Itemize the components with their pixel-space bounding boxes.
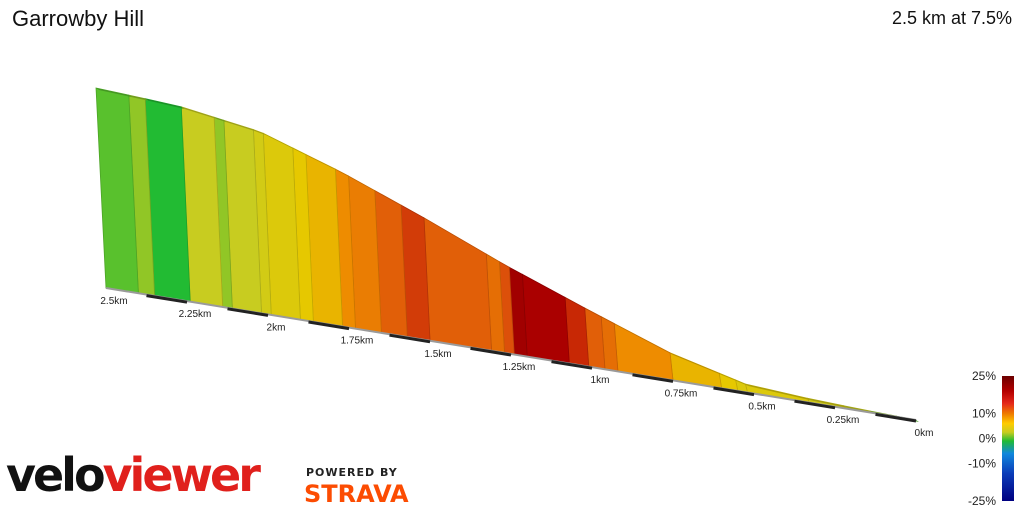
axis-band [713, 386, 755, 397]
segment-top-surface [745, 383, 811, 401]
veloviewer-logo: veloviewer [6, 452, 261, 498]
axis-band [470, 346, 512, 357]
segment-top-surface [719, 373, 739, 382]
segment-top-surface [263, 133, 296, 150]
segment-top-surface [522, 274, 569, 300]
axis-band [551, 360, 593, 370]
gradient-legend: 25% 10% 0% -10% -25% [968, 369, 1014, 508]
x-tick-label: 2km [267, 322, 286, 333]
axis-band [632, 373, 674, 383]
segment-top-surface [584, 307, 605, 319]
segment-top-surface [499, 261, 513, 270]
logo-viewer: viewer [102, 448, 261, 502]
gradient-segments [95, 87, 919, 422]
powered-by-label: POWERED BY [306, 466, 398, 479]
segment-top-surface [145, 98, 185, 109]
axis-band [146, 294, 188, 304]
segment-top-surface [253, 129, 267, 136]
x-tick-label: 1.5km [424, 349, 451, 360]
segment-top-surface [374, 190, 405, 208]
climb-summary: 2.5 km at 7.5% [891, 8, 1012, 28]
x-tick-label: 2.25km [179, 309, 212, 320]
segment-top-surface [614, 323, 673, 355]
x-tick-label: 2.5km [100, 296, 127, 307]
segment-top-surface [486, 254, 503, 264]
segment-top-surface [214, 117, 227, 123]
segment-top-surface [807, 398, 847, 408]
x-tick-label: 0.5km [748, 402, 775, 413]
legend-tick-label: -25% [968, 494, 996, 508]
logo-velo: velo [6, 448, 106, 502]
distance-axis: 2.5km 2.25km 2km 1.75km 1.5km 1.25km 1km 0.75km… [100, 287, 934, 439]
legend-tick-label: 25% [972, 369, 996, 383]
segment-top-surface [305, 154, 339, 172]
strava-logo: STRAVA [304, 480, 409, 508]
legend-tick-label: 10% [972, 407, 996, 421]
segment-top-surface [601, 316, 618, 326]
segment-top-surface [424, 217, 490, 257]
x-tick-label: 0.75km [665, 388, 698, 399]
axis-band [389, 333, 431, 344]
x-tick-label: 1.25km [503, 362, 536, 373]
segment-top-surface [670, 352, 723, 376]
segment-top-surface [735, 379, 749, 386]
segment-top-surface [292, 147, 309, 157]
segment-top-surface [223, 120, 257, 132]
axis-band [875, 412, 917, 423]
gradient-segment [521, 273, 570, 364]
x-tick-label: 1.75km [341, 336, 374, 347]
gradient-segment [669, 352, 723, 389]
segment-top-surface [401, 205, 427, 220]
axis-band [308, 320, 350, 331]
gradient-segment [423, 217, 492, 352]
x-tick-label: 0km [915, 428, 934, 439]
x-tick-label: 0.25km [827, 415, 860, 426]
x-tick-label: 1km [591, 375, 610, 386]
legend-tick-label: 0% [979, 432, 997, 446]
segment-top-surface [128, 95, 149, 101]
segment-top-surface [509, 267, 526, 277]
segment-top-surface [565, 297, 588, 310]
segment-top-surface [335, 169, 352, 179]
segment-top-surface [181, 106, 218, 120]
segment-top-surface [348, 176, 378, 193]
page-title: Garrowby Hill [12, 6, 145, 31]
gradient-legend-bar [1002, 376, 1014, 501]
segment-top-surface [96, 88, 132, 98]
axis-band [227, 307, 269, 317]
legend-tick-label: -10% [968, 457, 996, 471]
axis-band [794, 399, 836, 410]
